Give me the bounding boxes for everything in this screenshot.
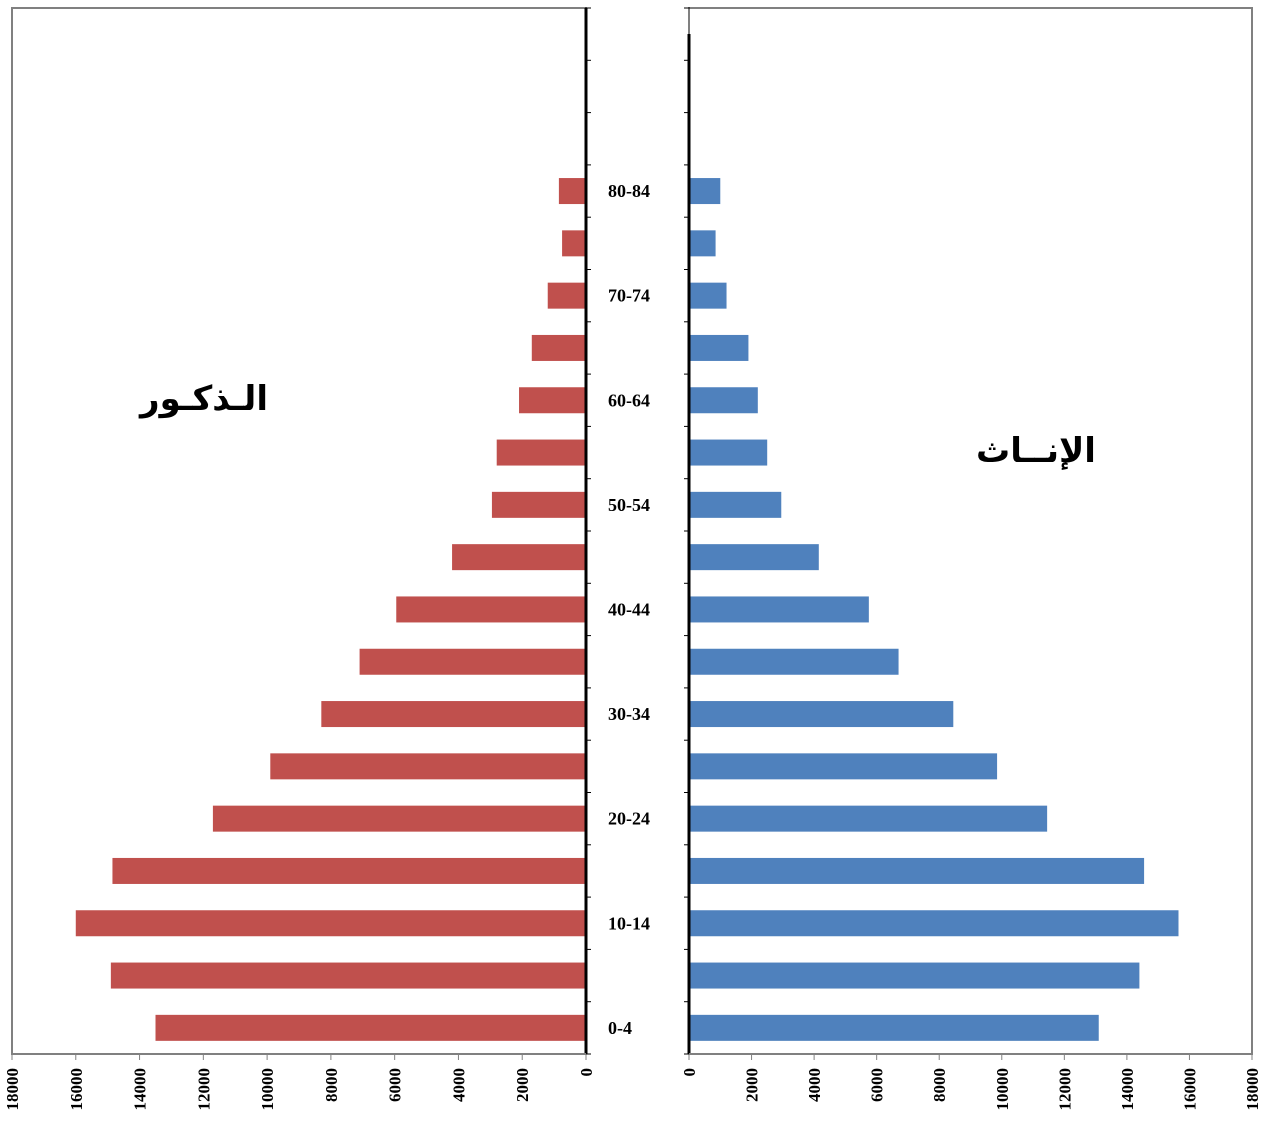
male-x-tick-label: 10000: [258, 1068, 277, 1111]
male-x-axis: 0 2000 4000 6000 8000 10000 12000 14000 16000 180…: [3, 7, 596, 1111]
female-bar-35-39: [689, 648, 899, 675]
male-bar-50-54: [491, 491, 586, 518]
male-bar-35-39: [359, 648, 586, 675]
female-x-tick-label: 12000: [1055, 1068, 1074, 1111]
female-bar-30-34: [689, 701, 954, 728]
female-bar-55-59: [689, 439, 768, 466]
female-x-tick-label: 4000: [805, 1068, 824, 1102]
age-group-labels: 0-4 10-14 20-24 30-34 40-44 50-54 60-64 70-74 80…: [608, 181, 650, 1038]
age-label-30-34: 30-34: [608, 704, 650, 724]
male-bar-30-34: [321, 701, 586, 728]
male-bar-75-79: [562, 230, 586, 257]
female-x-tick-label: 8000: [930, 1068, 949, 1102]
female-bar-65-69: [689, 334, 749, 361]
female-bar-60-64: [689, 387, 758, 414]
male-bar-70-74: [547, 282, 586, 309]
female-bar-45-49: [689, 544, 819, 571]
female-bar-20-24: [689, 805, 1048, 832]
male-x-tick-label: 16000: [67, 1068, 86, 1111]
male-bar-20-24: [212, 805, 586, 832]
male-x-tick-label: 8000: [322, 1068, 341, 1102]
age-label-10-14: 10-14: [608, 913, 650, 933]
female-bars: [689, 178, 1179, 1041]
age-label-70-74: 70-74: [608, 286, 650, 306]
female-bar-5-9: [689, 962, 1140, 989]
age-label-50-54: 50-54: [608, 495, 650, 515]
female-x-tick-label: 0: [680, 1068, 699, 1077]
male-bar-40-44: [396, 596, 586, 623]
male-x-tick-label: 2000: [513, 1068, 532, 1102]
female-x-tick-label: 2000: [743, 1068, 762, 1102]
female-bar-0-4: [689, 1014, 1099, 1041]
male-bar-0-4: [155, 1014, 586, 1041]
male-bar-10-14: [75, 910, 587, 937]
male-bar-60-64: [519, 387, 586, 414]
male-bar-55-59: [496, 439, 586, 466]
male-plot-area: [11, 7, 587, 1055]
male-x-tick-label: 18000: [3, 1068, 22, 1111]
male-bar-45-49: [452, 544, 586, 571]
age-label-40-44: 40-44: [608, 599, 650, 619]
male-x-tick-label: 12000: [194, 1068, 213, 1111]
age-label-80-84: 80-84: [608, 181, 650, 201]
female-bar-80-84: [689, 178, 721, 205]
male-bar-15-19: [112, 857, 586, 884]
female-x-tick-label: 18000: [1243, 1068, 1262, 1111]
age-label-0-4: 0-4: [608, 1018, 632, 1038]
female-panel: 0 2000 4000 6000 8000 10000 12000 14000 16000 180…: [680, 7, 1262, 1111]
female-x-axis: 0 2000 4000 6000 8000 10000 12000 14000 16000 180…: [680, 7, 1262, 1111]
female-x-tick-label: 6000: [868, 1068, 887, 1102]
female-x-tick-label: 14000: [1118, 1068, 1137, 1111]
female-bar-70-74: [689, 282, 727, 309]
male-bars: [75, 178, 587, 1041]
female-bar-50-54: [689, 491, 782, 518]
male-panel: 0 2000 4000 6000 8000 10000 12000 14000 16000 180…: [3, 7, 596, 1111]
female-bar-25-29: [689, 753, 998, 780]
male-bar-5-9: [110, 962, 586, 989]
male-bar-25-29: [270, 753, 586, 780]
female-plot-area: [688, 7, 1253, 1055]
female-bar-10-14: [689, 910, 1179, 937]
male-bar-80-84: [558, 178, 586, 205]
female-bar-75-79: [689, 230, 716, 257]
male-bar-65-69: [531, 334, 586, 361]
female-title: الإنــاث: [976, 431, 1096, 471]
age-label-20-24: 20-24: [608, 809, 650, 829]
female-bar-40-44: [689, 596, 869, 623]
male-x-tick-label: 4000: [449, 1068, 468, 1102]
female-bar-15-19: [689, 857, 1145, 884]
male-x-tick-label: 0: [577, 1068, 596, 1077]
female-x-tick-label: 10000: [993, 1068, 1012, 1111]
female-x-tick-label: 16000: [1180, 1068, 1199, 1111]
age-label-60-64: 60-64: [608, 390, 650, 410]
male-x-tick-label: 14000: [131, 1068, 150, 1111]
male-x-tick-label: 6000: [386, 1068, 405, 1102]
male-title: الـذكـور: [138, 379, 268, 419]
